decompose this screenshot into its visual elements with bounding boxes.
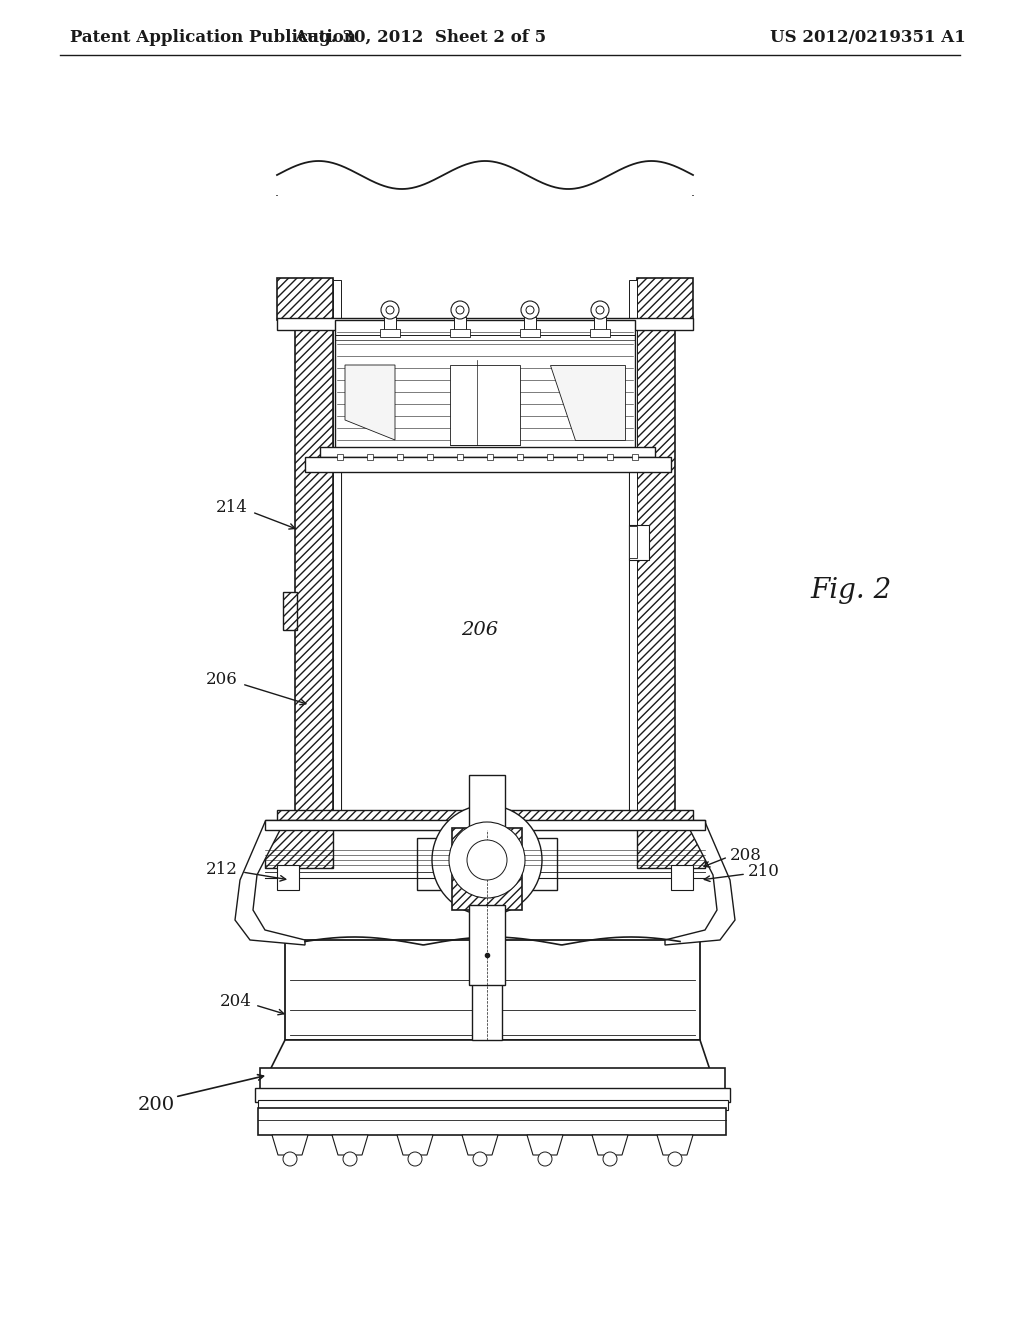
Circle shape [596,306,604,314]
Bar [607,454,613,459]
Bar [594,317,606,333]
Text: Patent Application Publication: Patent Application Publication [70,29,356,45]
Polygon shape [657,1135,693,1155]
Text: Fig. 2: Fig. 2 [810,577,891,603]
Bar [637,279,693,319]
Circle shape [467,840,507,880]
Bar [341,465,629,814]
Bar [517,454,523,459]
Bar [454,317,466,333]
Polygon shape [332,1135,368,1155]
Bar [290,820,680,830]
Circle shape [456,306,464,314]
Bar [629,525,649,560]
Circle shape [343,1152,357,1166]
Bar [632,454,638,459]
Bar [524,317,536,333]
Circle shape [668,1152,682,1166]
Circle shape [408,1152,422,1166]
Bar [333,280,341,814]
Bar [457,454,463,459]
Bar [469,775,505,830]
Bar [547,454,553,459]
Bar [260,1068,725,1090]
Circle shape [381,301,399,319]
Bar [305,457,671,473]
Text: 210: 210 [748,863,780,880]
Bar [278,318,693,330]
Bar [629,525,637,558]
Bar [397,454,403,459]
Polygon shape [550,366,625,440]
Bar [283,591,297,630]
Bar [278,810,693,822]
Polygon shape [592,1135,628,1155]
Bar [337,454,343,459]
Polygon shape [234,822,305,945]
Polygon shape [272,1135,308,1155]
Polygon shape [345,366,395,440]
Bar [384,317,396,333]
Bar [278,279,333,319]
Bar [272,106,698,195]
Circle shape [386,306,394,314]
Bar [255,1088,730,1102]
Text: 200: 200 [138,1096,175,1114]
Polygon shape [665,822,735,945]
Circle shape [283,1152,297,1166]
Bar [427,454,433,459]
Text: 206: 206 [206,672,238,689]
Bar [258,1100,728,1110]
Text: 212: 212 [206,862,238,879]
Bar [637,820,705,869]
Bar [469,906,505,985]
Polygon shape [270,1040,710,1071]
Text: 206: 206 [462,620,499,639]
Bar [417,838,455,890]
Bar [258,1107,726,1135]
Bar [278,865,299,890]
Circle shape [526,306,534,314]
Bar [295,280,333,814]
Circle shape [538,1152,552,1166]
Bar [520,329,540,337]
Bar [285,940,700,1040]
Circle shape [449,822,525,898]
Bar [367,454,373,459]
Bar [577,454,583,459]
Circle shape [603,1152,617,1166]
Polygon shape [462,1135,498,1155]
Bar [452,828,522,909]
Bar [380,329,400,337]
Bar [472,830,502,1040]
Bar [450,366,520,445]
Bar [265,820,705,830]
Bar [590,329,610,337]
Polygon shape [397,1135,433,1155]
Bar [671,865,693,890]
Bar [629,280,637,814]
Bar [519,838,557,890]
Bar [637,280,675,814]
Polygon shape [527,1135,563,1155]
Circle shape [432,805,542,915]
Text: 204: 204 [220,994,252,1011]
Circle shape [473,1152,487,1166]
Circle shape [521,301,539,319]
Circle shape [591,301,609,319]
Text: Aug. 30, 2012  Sheet 2 of 5: Aug. 30, 2012 Sheet 2 of 5 [294,29,546,45]
Text: 214: 214 [216,499,248,516]
Circle shape [451,301,469,319]
Text: 208: 208 [730,846,762,863]
Bar [265,820,333,869]
Text: US 2012/0219351 A1: US 2012/0219351 A1 [770,29,966,45]
Bar [335,319,635,450]
Bar [487,454,493,459]
Bar [319,447,655,457]
Bar [450,329,470,337]
